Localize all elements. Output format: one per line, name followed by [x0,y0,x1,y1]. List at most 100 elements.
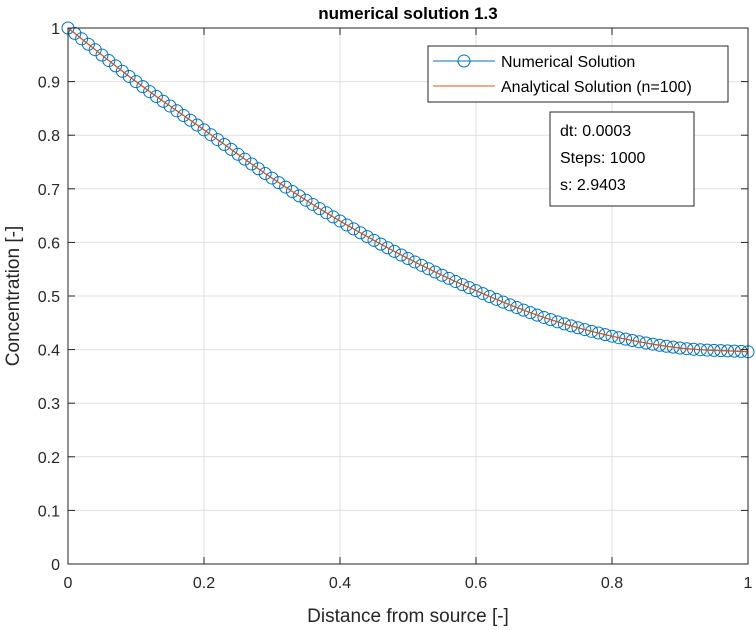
legend: Numerical Solution Analytical Solution (… [427,45,729,103]
numerical-solution-marker [483,289,497,303]
numerical-solution-marker [612,331,626,345]
y-tick-label: 0.4 [38,343,60,360]
numerical-solution-marker [319,206,333,220]
y-axis-label: Concentration [-] [3,226,24,366]
numerical-solution-marker [551,315,565,329]
annotation: dt: 0.0003 Steps: 1000 s: 2.9403 [549,111,695,207]
legend-box [427,45,729,103]
numerical-solution-marker [530,308,544,322]
numerical-solution-marker [224,142,238,156]
numerical-solution-marker [571,321,585,335]
legend-analytical-label: Analytical Solution (n=100) [501,79,692,96]
x-axis-label: Distance from source [-] [307,606,509,627]
numerical-solution-marker [109,59,123,73]
numerical-solution-marker [211,133,225,147]
numerical-solution-marker [68,26,82,40]
numerical-solution-marker [238,152,252,166]
numerical-solution-marker [435,268,449,282]
numerical-solution-marker [659,339,673,353]
numerical-solution-marker [619,332,633,346]
numerical-solution-marker [149,89,163,103]
y-tick-label: 1 [51,21,60,38]
numerical-solution-marker [245,157,259,171]
numerical-solution-marker [585,324,599,338]
numerical-solution-marker [632,335,646,349]
numerical-solution-marker [510,301,524,315]
numerical-solution-marker [503,298,517,312]
numerical-solution-marker [75,32,89,46]
x-tick-label: 1 [744,575,753,592]
numerical-solution-marker [578,323,592,337]
numerical-solution-marker [442,271,456,285]
x-tick-label: 0 [64,575,73,592]
ticks: 0 0.2 0.4 0.6 0.8 1 0 0.1 0.2 0.3 0.4 0.5 0.6 0.7 0.8 0… [38,21,753,592]
numerical-solution-marker [387,244,401,258]
numerical-solution-marker [347,222,361,236]
numerical-solution-marker [88,43,102,57]
y-tick-label: 0.3 [38,396,60,413]
numerical-solution-marker [102,54,116,68]
numerical-solution-marker [394,248,408,262]
annotation-line-steps: Steps: 1000 [560,150,646,167]
numerical-solution-marker [313,202,327,216]
numerical-solution-marker [564,319,578,333]
numerical-solution-marker [197,123,211,137]
numerical-solution-marker [95,48,109,62]
numerical-solution-marker [673,341,687,355]
numerical-solution-marker [591,326,605,340]
numerical-solution-marker [557,317,571,331]
y-tick-label: 0.7 [38,182,60,199]
y-tick-label: 0.6 [38,235,60,252]
numerical-solution-marker [666,340,680,354]
y-tick-label: 0.1 [38,503,60,520]
x-tick-label: 0.4 [329,575,351,592]
legend-numerical-label: Numerical Solution [501,54,635,71]
numerical-solution-marker [217,137,231,151]
numerical-solution-marker [143,85,157,99]
numerical-solution-marker [122,69,136,83]
numerical-solution-marker [360,230,374,244]
analytical-solution-line [67,27,749,353]
numerical-solution-marker [292,189,306,203]
numerical-solution-marker [401,251,415,265]
numerical-solution-marker [381,241,395,255]
y-tick-label: 0.9 [38,75,60,92]
series-layer [61,21,755,359]
x-tick-label: 0.6 [465,575,487,592]
numerical-solution-marker [204,128,218,142]
annotation-line-dt: dt: 0.0003 [560,123,631,140]
numerical-solution-marker [639,336,653,350]
numerical-solution-marker [190,118,204,132]
y-tick-label: 0.2 [38,450,60,467]
grid [67,27,749,565]
numerical-solution-marker [231,147,245,161]
numerical-solution-marker [415,258,429,272]
numerical-solution-marker [367,233,381,247]
numerical-solution-marker [625,334,639,347]
numerical-solution-marker [374,237,388,251]
numerical-solution-marker [476,287,490,301]
numerical-solution-marker [258,166,272,180]
y-tick-label: 0 [51,557,60,574]
numerical-solution-marker [517,303,531,317]
numerical-solution-marker [306,197,320,211]
numerical-solution-marker [537,310,551,324]
numerical-solution-marker [163,99,177,113]
numerical-solution-marker [183,113,197,127]
numerical-solution-marker [333,214,347,228]
numerical-solution-marker [489,292,503,306]
chart-title: numerical solution 1.3 [318,4,498,23]
numerical-solution-marker [285,185,299,199]
numerical-solution-marker [469,284,483,298]
numerical-solution-marker [646,337,660,351]
numerical-solution-marker [455,278,469,292]
numerical-solution-marker [598,328,612,342]
numerical-solution-marker [265,171,279,185]
x-tick-label: 0.2 [193,575,215,592]
numerical-solution-marker [299,193,313,207]
numerical-solution-marker [408,255,422,269]
legend-numerical-marker [457,54,471,68]
x-tick-label: 0.8 [601,575,623,592]
numerical-solution-marker [544,313,558,327]
numerical-solution-marker [428,265,442,279]
